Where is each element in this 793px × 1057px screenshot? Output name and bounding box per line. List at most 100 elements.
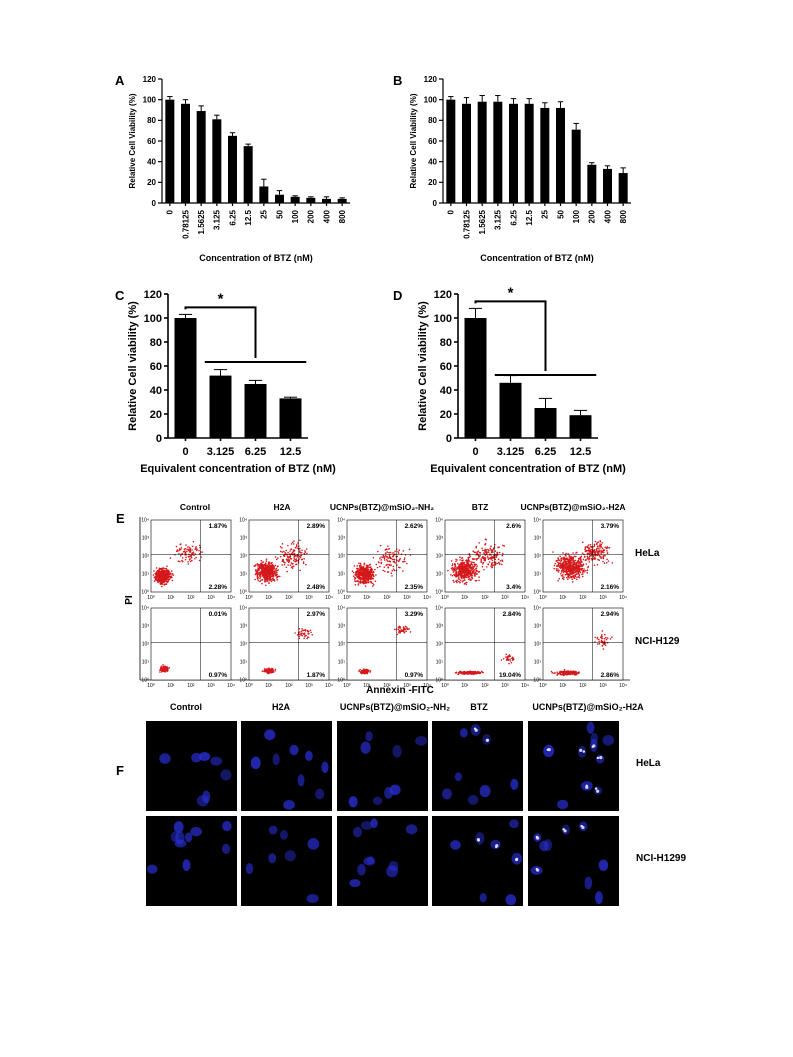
image-column-header: BTZ <box>470 702 488 712</box>
flow-event-dot <box>357 574 360 577</box>
flow-event-dot <box>484 543 487 545</box>
flow-event-dot <box>158 577 161 580</box>
flow-event-dot <box>569 671 572 674</box>
flow-event-dot <box>597 552 599 555</box>
x-tick-label: 0 <box>472 446 478 458</box>
flow-x-tick-label: 10² <box>285 595 293 601</box>
flow-event-dot <box>406 562 408 565</box>
flow-event-dot <box>164 567 166 570</box>
flow-event-dot <box>501 554 504 557</box>
flow-event-dot <box>359 581 362 583</box>
flow-event-dot <box>582 569 585 572</box>
flow-event-dot <box>181 557 184 559</box>
flow-x-tick-label: 10² <box>481 595 489 601</box>
significance-bracket <box>474 300 547 371</box>
flow-event-dot <box>288 560 291 563</box>
flow-event-dot <box>269 579 271 582</box>
flow-event-dot <box>472 565 474 568</box>
flow-event-dot <box>503 545 506 547</box>
flow-event-dot <box>292 565 295 568</box>
flow-event-dot <box>553 564 556 567</box>
flow-event-dot <box>358 573 361 575</box>
flow-event-dot <box>258 569 260 571</box>
flow-event-dot <box>179 543 181 546</box>
apoptotic-fragment <box>535 835 539 839</box>
flow-event-dot <box>295 563 297 566</box>
flow-event-dot <box>478 570 481 573</box>
flow-y-tick-label: 10² <box>436 554 444 560</box>
flow-event-dot <box>465 581 468 584</box>
apoptotic-fragment <box>599 755 603 760</box>
flow-event-dot <box>560 671 563 674</box>
flow-event-dot <box>451 574 454 577</box>
flow-event-dot <box>596 545 599 548</box>
flow-event-dot <box>267 670 269 672</box>
flow-x-tick-label: 10⁴ <box>227 595 235 601</box>
flow-event-dot <box>459 565 462 568</box>
flow-event-dot <box>559 563 562 565</box>
apoptotic-fragment <box>579 748 583 752</box>
bar <box>603 168 612 203</box>
flow-event-dot <box>494 563 497 566</box>
flow-event-dot <box>290 543 293 545</box>
flow-event-dot <box>558 569 560 572</box>
flow-event-dot <box>271 566 274 569</box>
flow-x-tick-label: 10² <box>481 683 489 689</box>
flow-event-dot <box>195 547 197 549</box>
x-tick-label: 0 <box>182 446 188 458</box>
flow-event-dot <box>454 563 457 566</box>
flow-event-dot <box>602 557 605 560</box>
flow-event-dot <box>261 564 263 566</box>
flow-event-dot <box>259 580 261 583</box>
flow-x-tick-label: 10¹ <box>559 683 567 689</box>
flow-event-dot <box>155 573 158 575</box>
x-tick-label: 400 <box>322 209 331 223</box>
cell-nucleus <box>184 832 193 843</box>
flow-event-dot <box>354 583 357 586</box>
flow-event-dot <box>559 572 562 575</box>
flow-y-tick-label: 10² <box>142 642 150 648</box>
flow-event-dot <box>456 568 459 570</box>
panel-label-f: F <box>116 763 124 778</box>
flow-event-dot <box>192 541 195 543</box>
flow-x-tick-label: 10¹ <box>461 595 469 601</box>
flow-event-dot <box>590 546 592 548</box>
flow-event-dot <box>560 558 562 560</box>
cell-nucleus <box>363 857 376 866</box>
flow-event-dot <box>265 577 267 580</box>
flow-event-dot <box>259 564 262 567</box>
flow-event-dot <box>366 575 368 577</box>
flow-event-dot <box>510 661 513 664</box>
x-tick-label: 3.125 <box>494 209 503 230</box>
flow-event-dot <box>287 558 290 560</box>
flow-event-dot <box>593 545 596 548</box>
flow-event-dot <box>295 545 298 548</box>
flow-event-dot <box>560 559 563 562</box>
flow-event-dot <box>557 563 560 565</box>
flow-x-tick-label: 10⁰ <box>539 595 547 601</box>
flow-event-dot <box>477 672 480 674</box>
flow-event-dot <box>486 555 489 558</box>
quadrant-lower-right-pct: 0.97% <box>405 672 424 679</box>
flow-event-dot <box>194 557 196 560</box>
bar <box>618 173 628 203</box>
flow-event-dot <box>583 571 585 573</box>
flow-event-dot <box>573 673 576 676</box>
quadrant-lower-right-pct: 19.04% <box>499 672 521 679</box>
flow-event-dot <box>261 569 263 572</box>
flow-event-dot <box>601 541 604 544</box>
flow-event-dot <box>379 565 381 568</box>
flow-event-dot <box>457 580 460 583</box>
flow-event-dot <box>266 579 269 581</box>
image-background <box>528 721 619 811</box>
flow-event-dot <box>180 547 183 549</box>
flow-event-dot <box>270 564 273 567</box>
flow-event-dot <box>269 578 271 581</box>
flow-event-dot <box>576 564 579 567</box>
y-tick-label: 80 <box>440 337 452 349</box>
flow-event-dot <box>588 557 591 559</box>
flow-event-dot <box>372 556 375 559</box>
flow-event-dot <box>388 557 390 559</box>
